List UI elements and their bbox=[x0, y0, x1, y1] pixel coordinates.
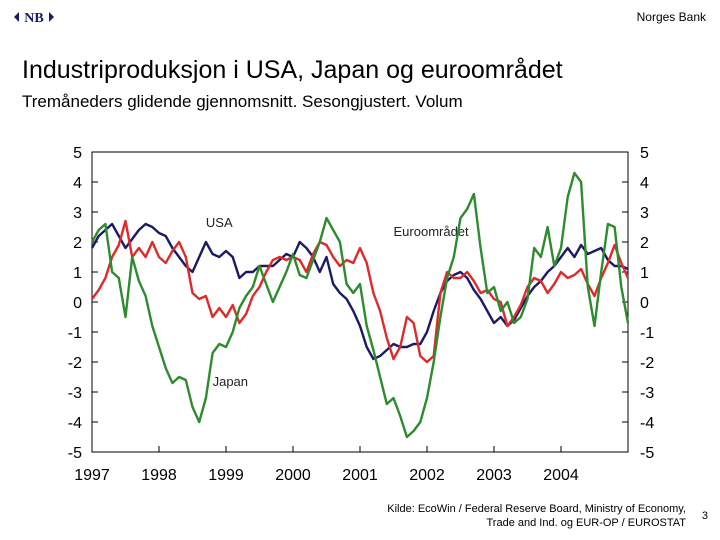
y-tick-label-left: 3 bbox=[73, 205, 82, 222]
y-tick-label-right: 5 bbox=[640, 145, 649, 162]
x-tick-label: 1998 bbox=[141, 467, 177, 484]
series-label-usa: USA bbox=[206, 215, 233, 230]
page-number: 3 bbox=[701, 510, 708, 522]
y-tick-label-right: -4 bbox=[640, 415, 654, 432]
y-tick-label-right: 4 bbox=[640, 175, 649, 192]
y-tick-label-right: 0 bbox=[640, 295, 649, 312]
y-tick-label-right: 2 bbox=[640, 235, 649, 252]
y-tick-label-right: -3 bbox=[640, 385, 654, 402]
x-tick-label: 2000 bbox=[275, 467, 311, 484]
source-line-2: Trade and Ind. og EUR-OP / EUROSTAT bbox=[486, 517, 687, 529]
series-label-japan: Japan bbox=[213, 374, 248, 389]
x-tick-label: 1999 bbox=[208, 467, 244, 484]
series-line-euroomr-det bbox=[91, 219, 630, 364]
series-line-japan bbox=[90, 171, 630, 439]
y-tick-label-left: -1 bbox=[68, 325, 82, 342]
y-tick-label-left: -4 bbox=[68, 415, 82, 432]
y-tick-label-left: -5 bbox=[68, 445, 82, 462]
y-tick-label-left: 2 bbox=[73, 235, 82, 252]
page-title: Industriproduksjon i USA, Japan og euroo… bbox=[22, 56, 563, 84]
logo-text: NB bbox=[24, 11, 43, 26]
x-tick-label: 2001 bbox=[342, 467, 378, 484]
y-tick-label-right: 1 bbox=[640, 265, 649, 282]
y-tick-label-left: -2 bbox=[68, 355, 82, 372]
y-tick-label-right: -1 bbox=[640, 325, 654, 342]
y-tick-label-left: -3 bbox=[68, 385, 82, 402]
bank-name: Norges Bank bbox=[636, 10, 706, 24]
page-subtitle: Tremåneders glidende gjennomsnitt. Seson… bbox=[22, 92, 463, 111]
x-tick-label: 2003 bbox=[476, 467, 512, 484]
y-tick-label-right: -2 bbox=[640, 355, 654, 372]
x-tick-label: 2002 bbox=[409, 467, 445, 484]
source-note: Kilde: EcoWin / Federal Reserve Board, M… bbox=[387, 502, 686, 530]
x-tick-label: 1997 bbox=[74, 467, 110, 484]
y-tick-label-right: -5 bbox=[640, 445, 654, 462]
y-tick-label-left: 0 bbox=[73, 295, 82, 312]
source-line-1: Kilde: EcoWin / Federal Reserve Board, M… bbox=[387, 503, 686, 515]
y-tick-label-left: 4 bbox=[73, 175, 82, 192]
series-label-euroomr-det: Euroområdet bbox=[394, 224, 470, 239]
y-tick-label-left: 5 bbox=[73, 145, 82, 162]
x-tick-label: 2004 bbox=[543, 467, 579, 484]
plot-frame bbox=[91, 151, 629, 453]
y-tick-label-left: 1 bbox=[73, 265, 82, 282]
y-tick-label-right: 3 bbox=[640, 205, 649, 222]
norges-bank-logo: NB bbox=[14, 11, 54, 26]
series-line-usa bbox=[90, 222, 629, 361]
